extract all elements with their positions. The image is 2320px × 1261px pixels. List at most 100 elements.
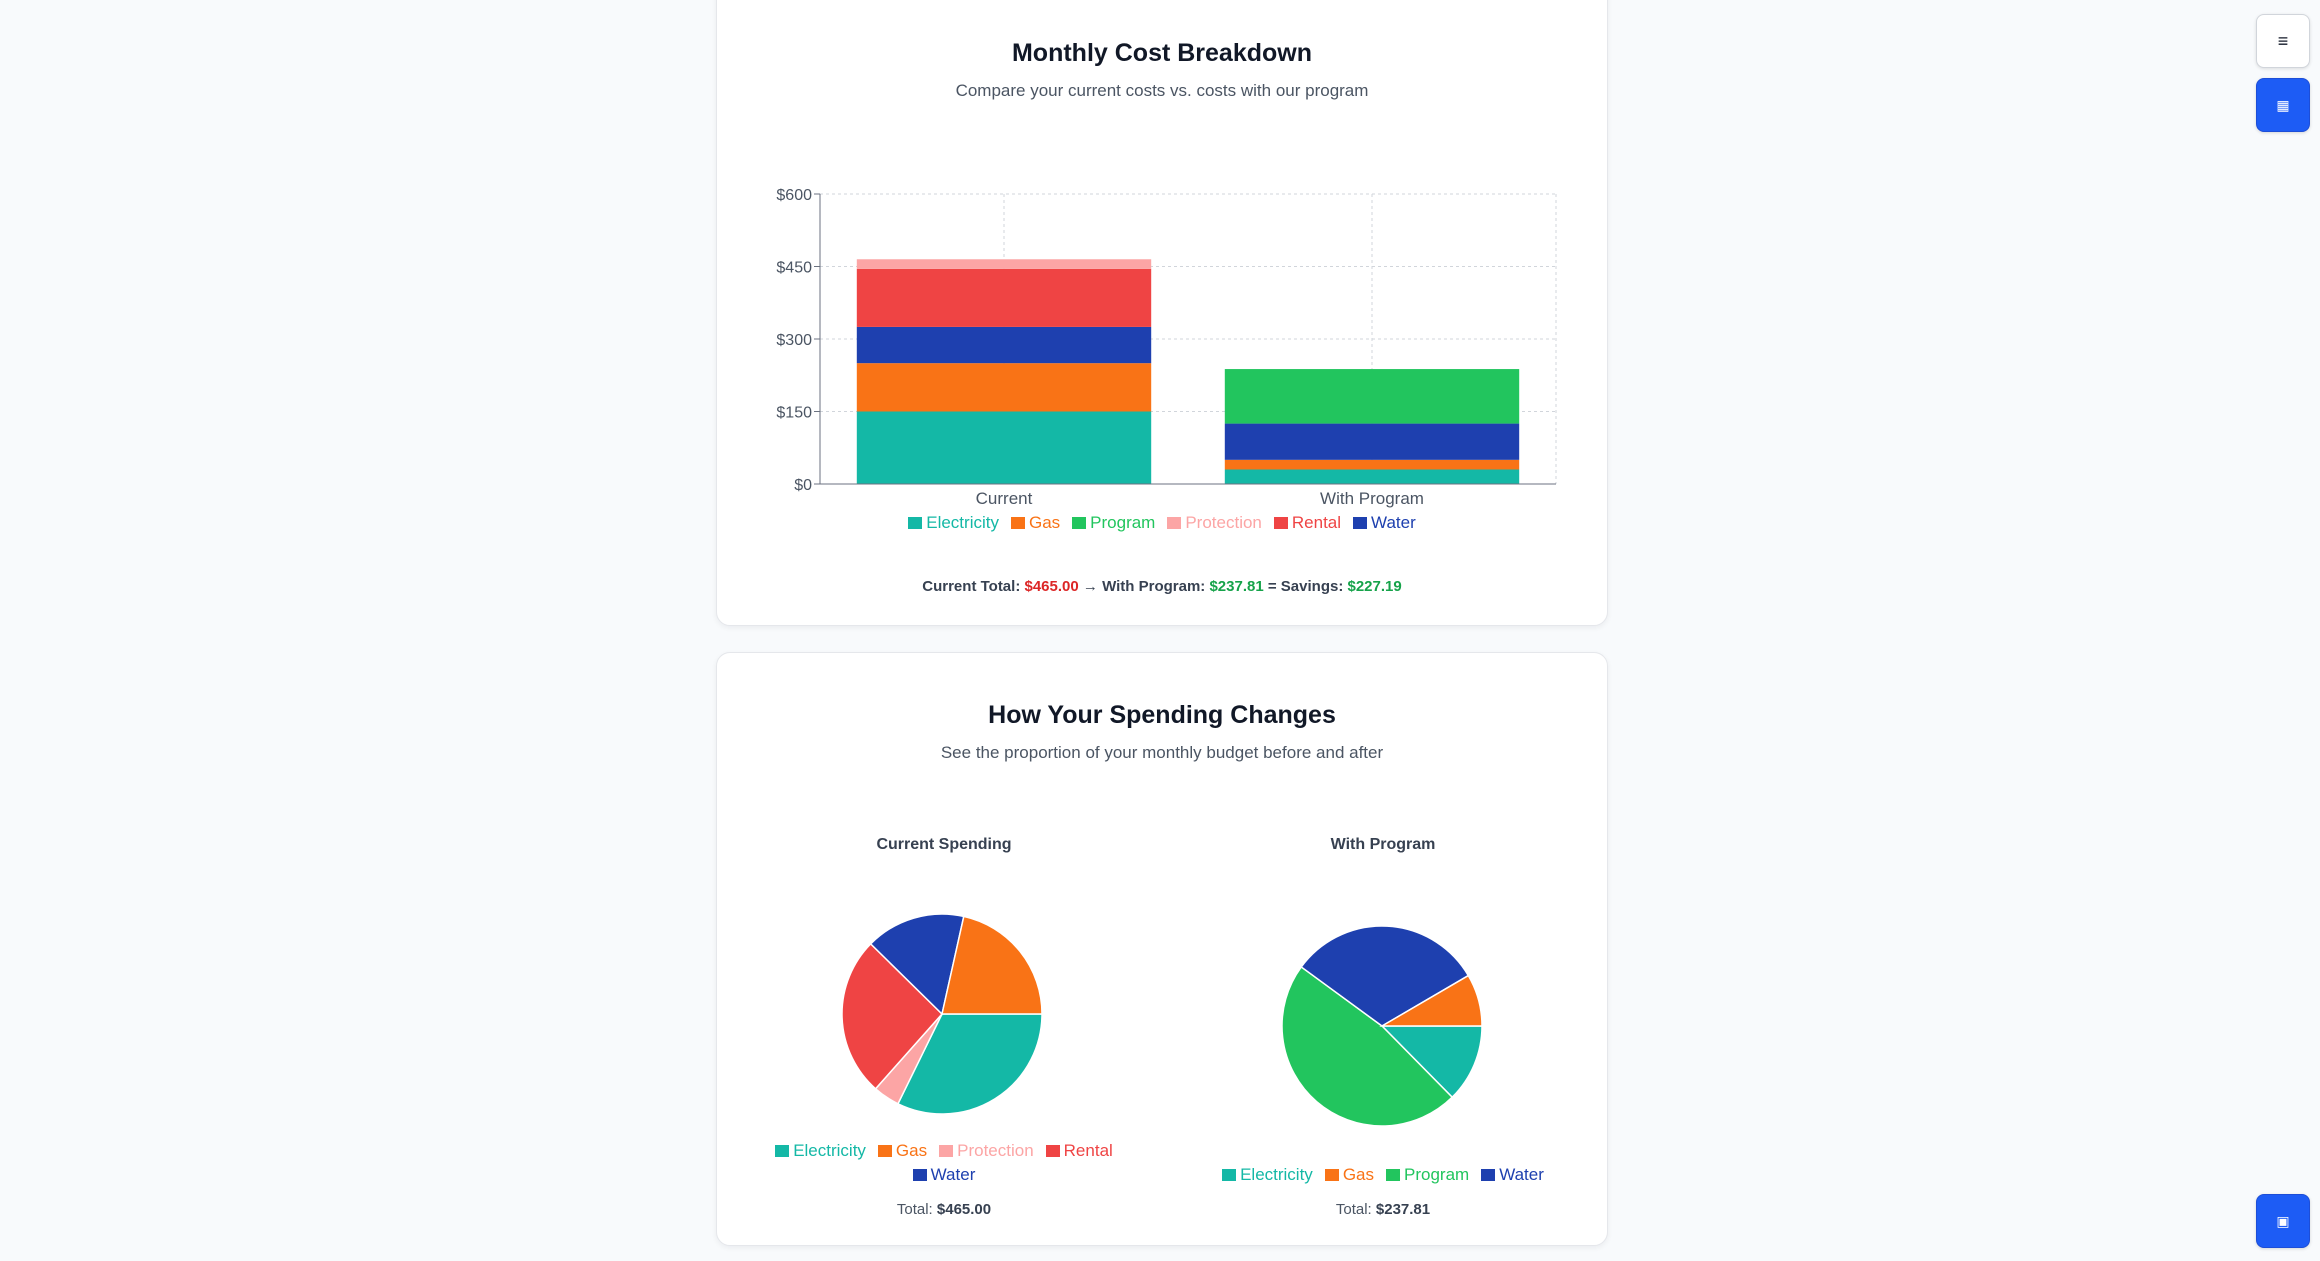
savings-label: Savings: [1280,578,1344,595]
legend-swatch [908,517,923,529]
pie-current-title: Current Spending [876,836,1012,853]
menu-button[interactable]: ≡ [2256,14,2310,68]
pie-slice-electricity[interactable] [1380,1025,1483,1099]
bar-segment-water-current[interactable] [856,326,1152,364]
y-tick-label: $450 [776,260,812,277]
legend-swatch [1167,517,1182,529]
y-tick-label: $150 [776,405,812,422]
legend-swatch [775,1145,790,1157]
y-tick-label: $600 [776,187,812,204]
bar-segment-electricity-current[interactable] [856,411,1152,485]
section-title: Monthly Cost Breakdown [1011,39,1312,67]
total-label: Total: [896,1201,933,1218]
program-total-label: With Program: [1102,578,1206,595]
legend-swatch [1273,517,1288,529]
pie-program-total: Total: $237.81 [1233,1201,1533,1218]
legend-label: Protection [957,1141,1034,1160]
legend-item-program[interactable]: Program [1072,513,1155,533]
y-tick-label: $0 [794,477,812,494]
section-subtitle: Compare your current costs vs. costs wit… [955,81,1369,100]
bar-segment-rental-current[interactable] [856,268,1152,327]
legend-swatch [1072,517,1087,529]
x-tick-label: With Program [1320,489,1424,508]
legend-item-protection[interactable]: Protection [1167,513,1262,533]
menu-icon: ≡ [2277,30,2289,51]
pie-program-legend: Electricity Gas Program Water [1203,1165,1563,1189]
pie-slice-water[interactable] [1300,925,1470,1027]
legend-swatch [1353,517,1368,529]
calculator-button[interactable]: ▦ [2256,78,2310,132]
section-subtitle: See the proportion of your monthly budge… [940,743,1384,762]
pie-program-title: With Program [1330,836,1436,853]
legend-swatch [1386,1169,1400,1181]
legend-swatch [1222,1169,1237,1181]
total-value: $465.00 [936,1201,992,1218]
equals-sign: = [1267,578,1277,595]
pie-slice-program[interactable] [1281,965,1454,1127]
legend-item-gas[interactable]: Gas [1324,1165,1374,1185]
legend-label: Gas [895,1141,928,1160]
stacked-bar-chart: $0 $150 $300 $450 $600 Current With Program [776,187,1557,508]
savings-summary: Current Total: $465.00 → With Program: $… [717,578,1607,595]
legend-item-electricity[interactable]: Electricity [775,1141,866,1161]
legend-item-electricity[interactable]: Electricity [908,513,999,533]
legend-swatch [912,1169,927,1181]
y-tick-label: $300 [776,332,812,349]
legend-label: Water [1371,513,1416,532]
pie-slice-gas[interactable] [1379,974,1483,1027]
pie-slice-water[interactable] [869,913,965,1016]
legend-label: Water [930,1165,976,1184]
cost-breakdown-card: Monthly Cost Breakdown Compare your curr… [716,0,1608,626]
bar-segment-gas-with-program[interactable] [1224,459,1520,470]
legend-label: Protection [1185,513,1262,532]
legend-swatch [1010,517,1025,529]
pie-slice-rental[interactable] [841,942,944,1090]
legend-label: Electricity [793,1141,866,1160]
legend-item-protection[interactable]: Protection [939,1141,1034,1161]
pie-slice-electricity[interactable] [896,1013,1043,1115]
bar-segment-water-with-program[interactable] [1224,423,1520,460]
bar-segment-program-with-program[interactable] [1224,369,1520,424]
legend-label: Gas [1028,513,1061,532]
bar-segment-gas-current[interactable] [856,363,1152,412]
pie-current-legend: Electricity Gas Protection Rental Water [764,1141,1124,1189]
legend-swatch [1324,1169,1339,1181]
legend-item-water[interactable]: Water [1481,1165,1544,1185]
current-total-value: $465.00 [1024,578,1079,595]
legend-label: Rental [1291,513,1342,532]
legend-label: Electricity [1240,1165,1313,1184]
total-value: $237.81 [1375,1201,1431,1218]
legend-label: Program [1090,513,1156,532]
legend-label: Electricity [926,513,999,532]
legend-label: Program [1404,1165,1470,1184]
program-total-value: $237.81 [1209,578,1264,595]
arrow: → [1082,578,1098,595]
legend-label: Water [1499,1165,1544,1184]
pie-slice-gas[interactable] [941,915,1043,1015]
legend-label: Rental [1063,1141,1113,1160]
legend-item-program[interactable]: Program [1386,1165,1469,1185]
legend-swatch [939,1145,954,1157]
savings-value: $227.19 [1347,578,1402,595]
legend-item-rental[interactable]: Rental [1273,513,1342,533]
save-button[interactable]: ▣ [2256,1194,2310,1248]
total-label: Total: [1335,1201,1372,1218]
current-spending-pie [841,913,1043,1115]
pie-current-total: Total: $465.00 [794,1201,1094,1218]
legend-label: Gas [1342,1165,1374,1184]
legend-item-water[interactable]: Water [1353,513,1416,533]
legend-item-rental[interactable]: Rental [1045,1141,1113,1161]
legend-swatch [1045,1145,1060,1157]
bar-chart-legend: Electricity Gas Program Protection Rental Wat… [717,513,1607,537]
legend-item-gas[interactable]: Gas [877,1141,928,1161]
section-title: How Your Spending Changes [988,701,1336,729]
bar-segment-protection-current[interactable] [856,259,1152,269]
legend-swatch [1481,1169,1496,1181]
with-program-pie [1281,925,1483,1127]
legend-swatch [877,1145,892,1157]
legend-item-gas[interactable]: Gas [1010,513,1061,533]
bar-segment-electricity-with-program[interactable] [1224,469,1520,485]
x-tick-label: Current [976,489,1033,508]
legend-item-water[interactable]: Water [912,1165,976,1185]
legend-item-electricity[interactable]: Electricity [1222,1165,1313,1185]
